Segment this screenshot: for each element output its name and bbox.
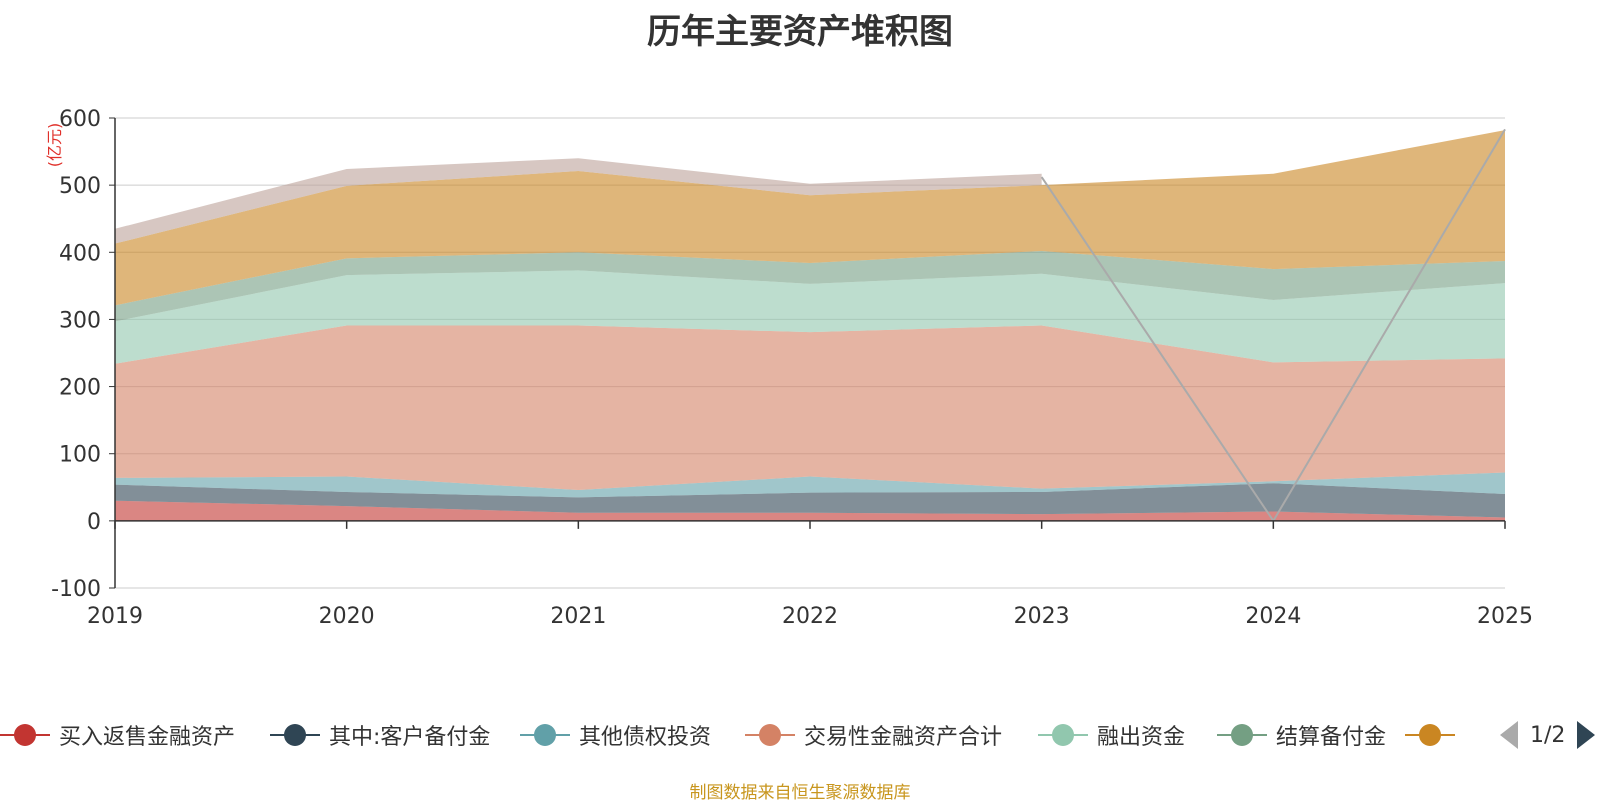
legend-marker-icon bbox=[1405, 718, 1455, 752]
y-tick-label: 100 bbox=[59, 443, 101, 468]
legend-marker-icon bbox=[270, 718, 320, 752]
area-series-6 bbox=[115, 130, 1505, 306]
y-tick-label: 500 bbox=[59, 174, 101, 199]
x-tick-label: 2020 bbox=[319, 604, 375, 629]
legend-item-3[interactable]: 交易性金融资产合计 bbox=[745, 718, 1002, 752]
legend-item-1[interactable]: 其中:客户备付金 bbox=[270, 718, 490, 752]
y-tick-label: 300 bbox=[59, 308, 101, 333]
legend-label: 结算备付金 bbox=[1276, 725, 1387, 750]
area-series-7 bbox=[115, 158, 1042, 244]
x-tick-label: 2023 bbox=[1014, 604, 1070, 629]
area-series-1 bbox=[115, 483, 1505, 518]
legend-pager: 1/2 bbox=[1500, 716, 1596, 754]
legend-label: 买入返售金融资产 bbox=[59, 725, 236, 750]
legend-marker-icon bbox=[1217, 718, 1267, 752]
legend-next-page-icon[interactable] bbox=[1577, 721, 1596, 749]
axes: -100 0 100 200 300 400 500 600 2019 2020 2021 2022 2… bbox=[51, 107, 1533, 629]
legend-marker-icon bbox=[1038, 718, 1088, 752]
y-tick-label: 0 bbox=[87, 510, 101, 535]
x-tick-label: 2019 bbox=[87, 604, 143, 629]
legend-label: 交易性金融资产合计 bbox=[804, 725, 1003, 750]
legend-prev-page-icon[interactable] bbox=[1500, 721, 1518, 749]
legend: 买入返售金融资产 其中:客户备付金 其他债权投资 交易性金融资产合计 融出资金 … bbox=[0, 718, 1600, 752]
chart-title: 历年主要资产堆积图 bbox=[647, 12, 953, 52]
x-tick-label: 2022 bbox=[782, 604, 838, 629]
area-series-4 bbox=[115, 270, 1505, 364]
area-series-group bbox=[115, 130, 1505, 521]
area-series-5 bbox=[115, 250, 1505, 322]
x-tick-label: 2024 bbox=[1245, 604, 1301, 629]
area-series-3 bbox=[115, 325, 1505, 490]
y-axis-unit-label: (亿元) bbox=[45, 123, 64, 168]
legend-marker-icon bbox=[745, 718, 795, 752]
y-tick-label: 400 bbox=[59, 241, 101, 266]
legend-marker-icon bbox=[0, 718, 50, 752]
x-tick-label: 2025 bbox=[1477, 604, 1533, 629]
area-series-0 bbox=[115, 500, 1505, 521]
area-series-2 bbox=[115, 472, 1505, 498]
legend-item-2[interactable]: 其他债权投资 bbox=[520, 718, 711, 752]
data-source-note: 制图数据来自恒生聚源数据库 bbox=[689, 783, 911, 803]
legend-marker-icon bbox=[520, 718, 570, 752]
legend-item-0[interactable]: 买入返售金融资产 bbox=[0, 718, 235, 752]
legend-label: 融出资金 bbox=[1097, 725, 1186, 750]
y-tick-label: -100 bbox=[51, 577, 101, 602]
legend-page-indicator: 1/2 bbox=[1530, 722, 1566, 748]
legend-label: 其他债权投资 bbox=[579, 725, 712, 750]
x-tick-label: 2021 bbox=[550, 604, 606, 629]
legend-item-4[interactable]: 融出资金 bbox=[1038, 718, 1185, 752]
legend-item-5[interactable]: 结算备付金 bbox=[1217, 718, 1386, 752]
legend-item-6[interactable] bbox=[1405, 718, 1464, 752]
y-tick-label: 600 bbox=[59, 107, 101, 132]
legend-label: 其中:客户备付金 bbox=[329, 725, 491, 750]
y-tick-label: 200 bbox=[59, 376, 101, 401]
